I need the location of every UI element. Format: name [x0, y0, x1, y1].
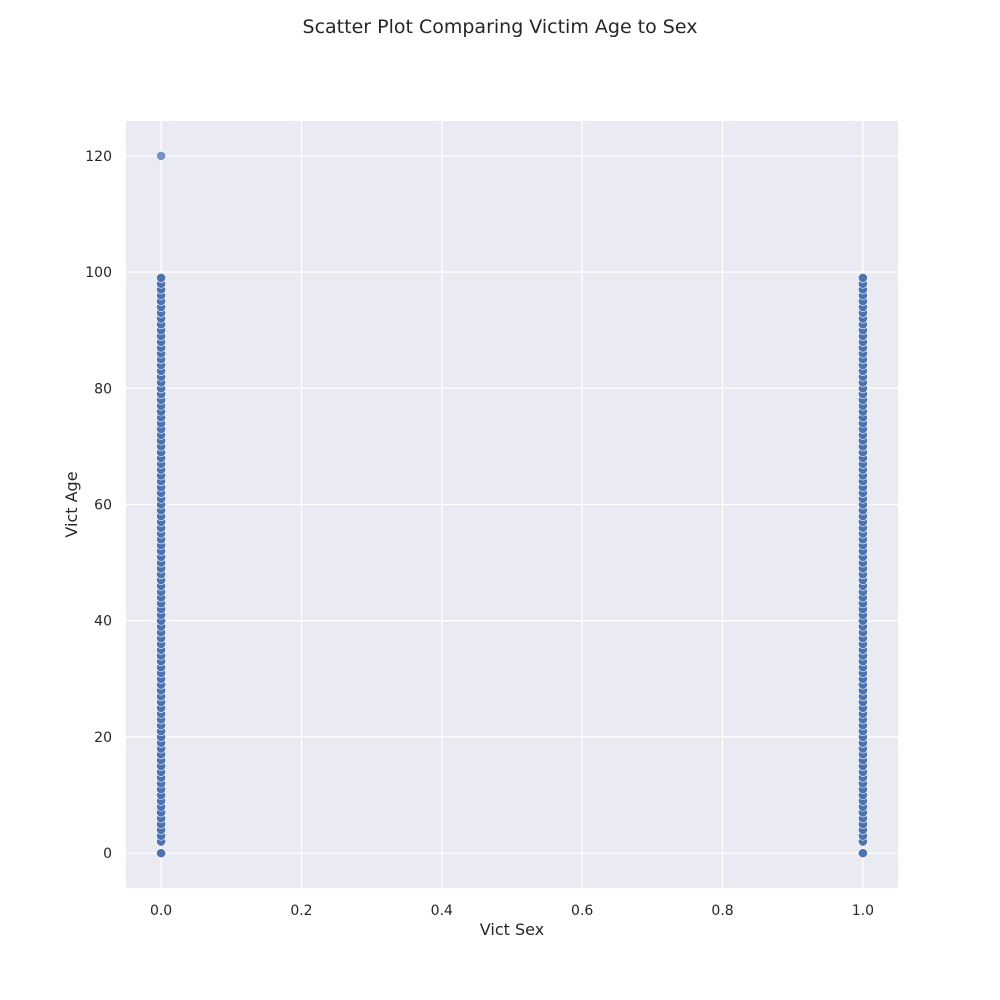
data-point: [858, 848, 868, 859]
y-tick-label: 20: [94, 730, 112, 746]
y-tick-label: 0: [103, 846, 112, 862]
x-tick-label: 0.0: [150, 903, 172, 919]
data-point: [156, 848, 166, 859]
x-tick-label: 1.0: [852, 903, 874, 919]
x-tick-label: 0.4: [431, 903, 453, 919]
x-axis-ticks: 0.0 0.2 0.4 0.6 0.8 1.0: [150, 903, 874, 919]
x-tick-label: 0.8: [711, 903, 733, 919]
y-tick-label: 60: [94, 498, 112, 514]
chart-title: Scatter Plot Comparing Victim Age to Sex: [302, 16, 698, 38]
y-tick-label: 80: [94, 381, 112, 397]
data-point: [858, 272, 868, 283]
x-tick-label: 0.6: [571, 903, 593, 919]
data-point: [156, 150, 166, 161]
x-axis-label: Vict Sex: [480, 920, 544, 939]
y-axis-ticks: 0 20 40 60 80 100 120: [85, 149, 112, 862]
x-tick-label: 0.2: [290, 903, 312, 919]
y-axis-label: Vict Age: [62, 471, 81, 537]
y-tick-label: 40: [94, 614, 112, 630]
y-tick-label: 120: [85, 149, 112, 165]
y-tick-label: 100: [85, 265, 112, 281]
data-point: [156, 272, 166, 283]
data-points: [156, 150, 868, 859]
